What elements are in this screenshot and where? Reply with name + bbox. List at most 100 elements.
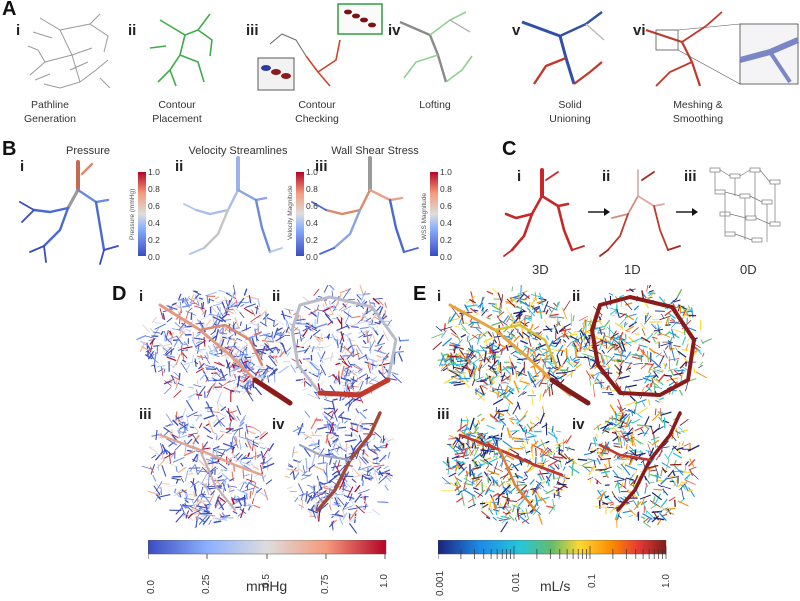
e-iii-mesh: [524, 470, 527, 477]
mesh-tree: [645, 11, 800, 87]
d-ii-mesh: [339, 395, 342, 402]
e-iii-mesh: [461, 427, 470, 432]
e-iii-mesh: [509, 434, 514, 441]
d-ii-mesh: [339, 381, 344, 384]
e-iii-mesh: [514, 414, 520, 422]
d-i-mesh: [200, 302, 203, 310]
d-ii-mesh: [358, 368, 363, 372]
e-i-mesh: [470, 368, 476, 375]
e-iii-mesh: [481, 453, 484, 459]
e-i-mesh: [486, 290, 494, 295]
e-i-mesh: [511, 368, 514, 375]
e-iii-mesh: [495, 420, 502, 423]
e-i-mesh: [545, 309, 549, 315]
e-i-mesh: [464, 353, 470, 355]
d-ii-mesh: [360, 316, 365, 322]
d-iii-mesh: [233, 498, 247, 501]
e-ii-mesh: [624, 333, 627, 340]
d-iii-mesh: [219, 513, 224, 519]
d-iv-mesh: [360, 504, 365, 511]
e-iii-mesh: [529, 419, 535, 433]
d-iv-mesh: [383, 471, 393, 480]
e-ii-mesh: [669, 320, 676, 322]
e-i-mesh: [510, 361, 516, 370]
e-i-mesh: [480, 310, 489, 313]
d-ii-mesh: [280, 313, 293, 318]
d-ii-mesh: [350, 378, 358, 383]
e-iii-mesh: [498, 417, 507, 426]
e-iii-mesh: [534, 494, 539, 506]
d-i-mesh: [180, 362, 188, 373]
d-iv-mesh: [332, 432, 337, 437]
d-ii-mesh: [345, 369, 354, 378]
e-iii-mesh: [516, 401, 521, 410]
d-i-mesh: [223, 334, 230, 341]
e-ii-mesh: [647, 296, 653, 299]
e-iv-mesh: [622, 510, 633, 514]
e-i-mesh: [488, 356, 501, 358]
e-ii-mesh: [625, 325, 635, 332]
d-iv-mesh: [355, 420, 363, 429]
d-iv-mesh: [359, 465, 372, 471]
d-ii-mesh: [372, 305, 382, 316]
e-iii-mesh: [508, 500, 518, 502]
d-ii-mesh: [374, 349, 386, 355]
e-i-mesh: [505, 382, 510, 385]
d-i-mesh: [233, 376, 237, 384]
d-i-mesh: [169, 378, 176, 382]
e-ii-mesh: [625, 384, 637, 389]
e-iv-mesh: [585, 466, 593, 469]
d-iv-mesh: [379, 454, 387, 463]
d-i-mesh: [200, 307, 204, 313]
d-i-mesh: [212, 313, 225, 317]
d-ii-mesh: [365, 376, 371, 381]
e-i-mesh: [500, 347, 504, 356]
e-i-mesh: [503, 395, 514, 405]
e-i-mesh: [516, 387, 521, 390]
d-iii-mesh: [256, 487, 263, 494]
d-iv-mesh: [343, 420, 348, 424]
e-iii-mesh: [522, 477, 528, 482]
e-ii-mesh: [582, 353, 595, 359]
d-i-mesh: [264, 339, 270, 346]
d-iii-mesh: [194, 438, 200, 445]
e-ii-mesh: [624, 361, 633, 365]
d-ii-mesh: [358, 330, 368, 334]
d-iii-mesh: [198, 514, 208, 525]
e-iv-mesh: [644, 486, 647, 494]
e-i-mesh: [460, 323, 467, 331]
e-iv-mesh: [596, 490, 607, 500]
e-ii-mesh: [650, 376, 661, 385]
e-i-mesh: [508, 328, 515, 336]
e-i-mesh: [549, 327, 555, 332]
e-i-mesh: [509, 365, 518, 370]
d-ii-mesh: [354, 370, 363, 374]
e-iv-mesh: [605, 444, 611, 449]
e-i-mesh: [498, 349, 505, 353]
d-iii-mesh: [212, 449, 225, 455]
e-ii-mesh: [634, 333, 640, 336]
d-iii-mesh: [260, 457, 266, 459]
e-ii-mesh: [648, 367, 652, 373]
e-iii-trunk: [458, 433, 564, 477]
d-iii-mesh: [251, 498, 255, 505]
d-i-mesh: [159, 308, 164, 320]
e-i-mesh: [440, 362, 451, 372]
e-i-mesh: [466, 354, 472, 364]
d-iii-mesh: [242, 469, 245, 479]
d-ii-mesh: [277, 332, 285, 335]
d-iii-mesh: [184, 499, 189, 504]
d-ii-mesh: [333, 376, 337, 384]
e-i-mesh: [502, 388, 507, 399]
e-iii-mesh: [497, 492, 505, 496]
e-i-mesh: [519, 320, 528, 327]
e-iii-mesh: [495, 411, 505, 416]
d-ii-mesh: [368, 361, 372, 371]
e-ii-mesh: [669, 322, 682, 324]
d-i-mesh: [205, 368, 217, 371]
e-i-mesh: [469, 299, 476, 304]
e-i-mesh: [545, 335, 550, 341]
b-i-title: Pressure: [65, 145, 111, 157]
e-i-mesh: [476, 333, 481, 345]
e-iii-mesh: [454, 475, 461, 486]
